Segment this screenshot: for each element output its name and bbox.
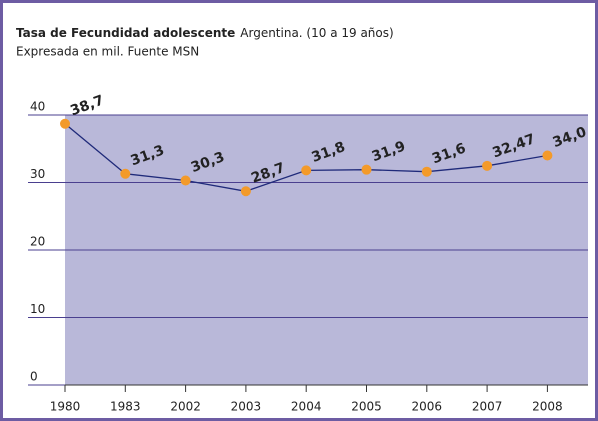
x-tick-label: 2005 [351,400,382,414]
y-tick-label: 30 [30,167,45,181]
marker [180,175,191,186]
marker [240,186,251,197]
marker [301,165,312,176]
marker [361,164,372,175]
x-tick-label: 2004 [291,400,322,414]
y-tick-label: 0 [30,370,38,384]
x-tick-label: 2002 [170,400,201,414]
marker [482,160,493,171]
marker [60,118,70,129]
x-tick-label: 1983 [110,400,141,414]
x-tick-label: 1980 [50,400,81,414]
chart-title-line: Tasa de Fecundidad adolescente Argentina.… [16,26,394,40]
marker [120,168,131,179]
chart-title: Tasa de Fecundidad adolescente [16,26,235,40]
x-tick-label: 2003 [231,400,262,414]
y-tick-label: 10 [30,302,45,316]
chart-subtitle: Argentina. (10 a 19 años) [240,26,393,40]
x-tick-label: 2006 [412,400,443,414]
marker [542,150,553,161]
marker [421,166,432,177]
y-tick-label: 20 [30,235,45,249]
x-tick-label: 2007 [472,400,503,414]
chart-note: Expresada en mil. Fuente MSN [16,45,199,59]
x-tick-label: 2008 [532,400,563,414]
y-tick-label: 40 [30,100,45,114]
